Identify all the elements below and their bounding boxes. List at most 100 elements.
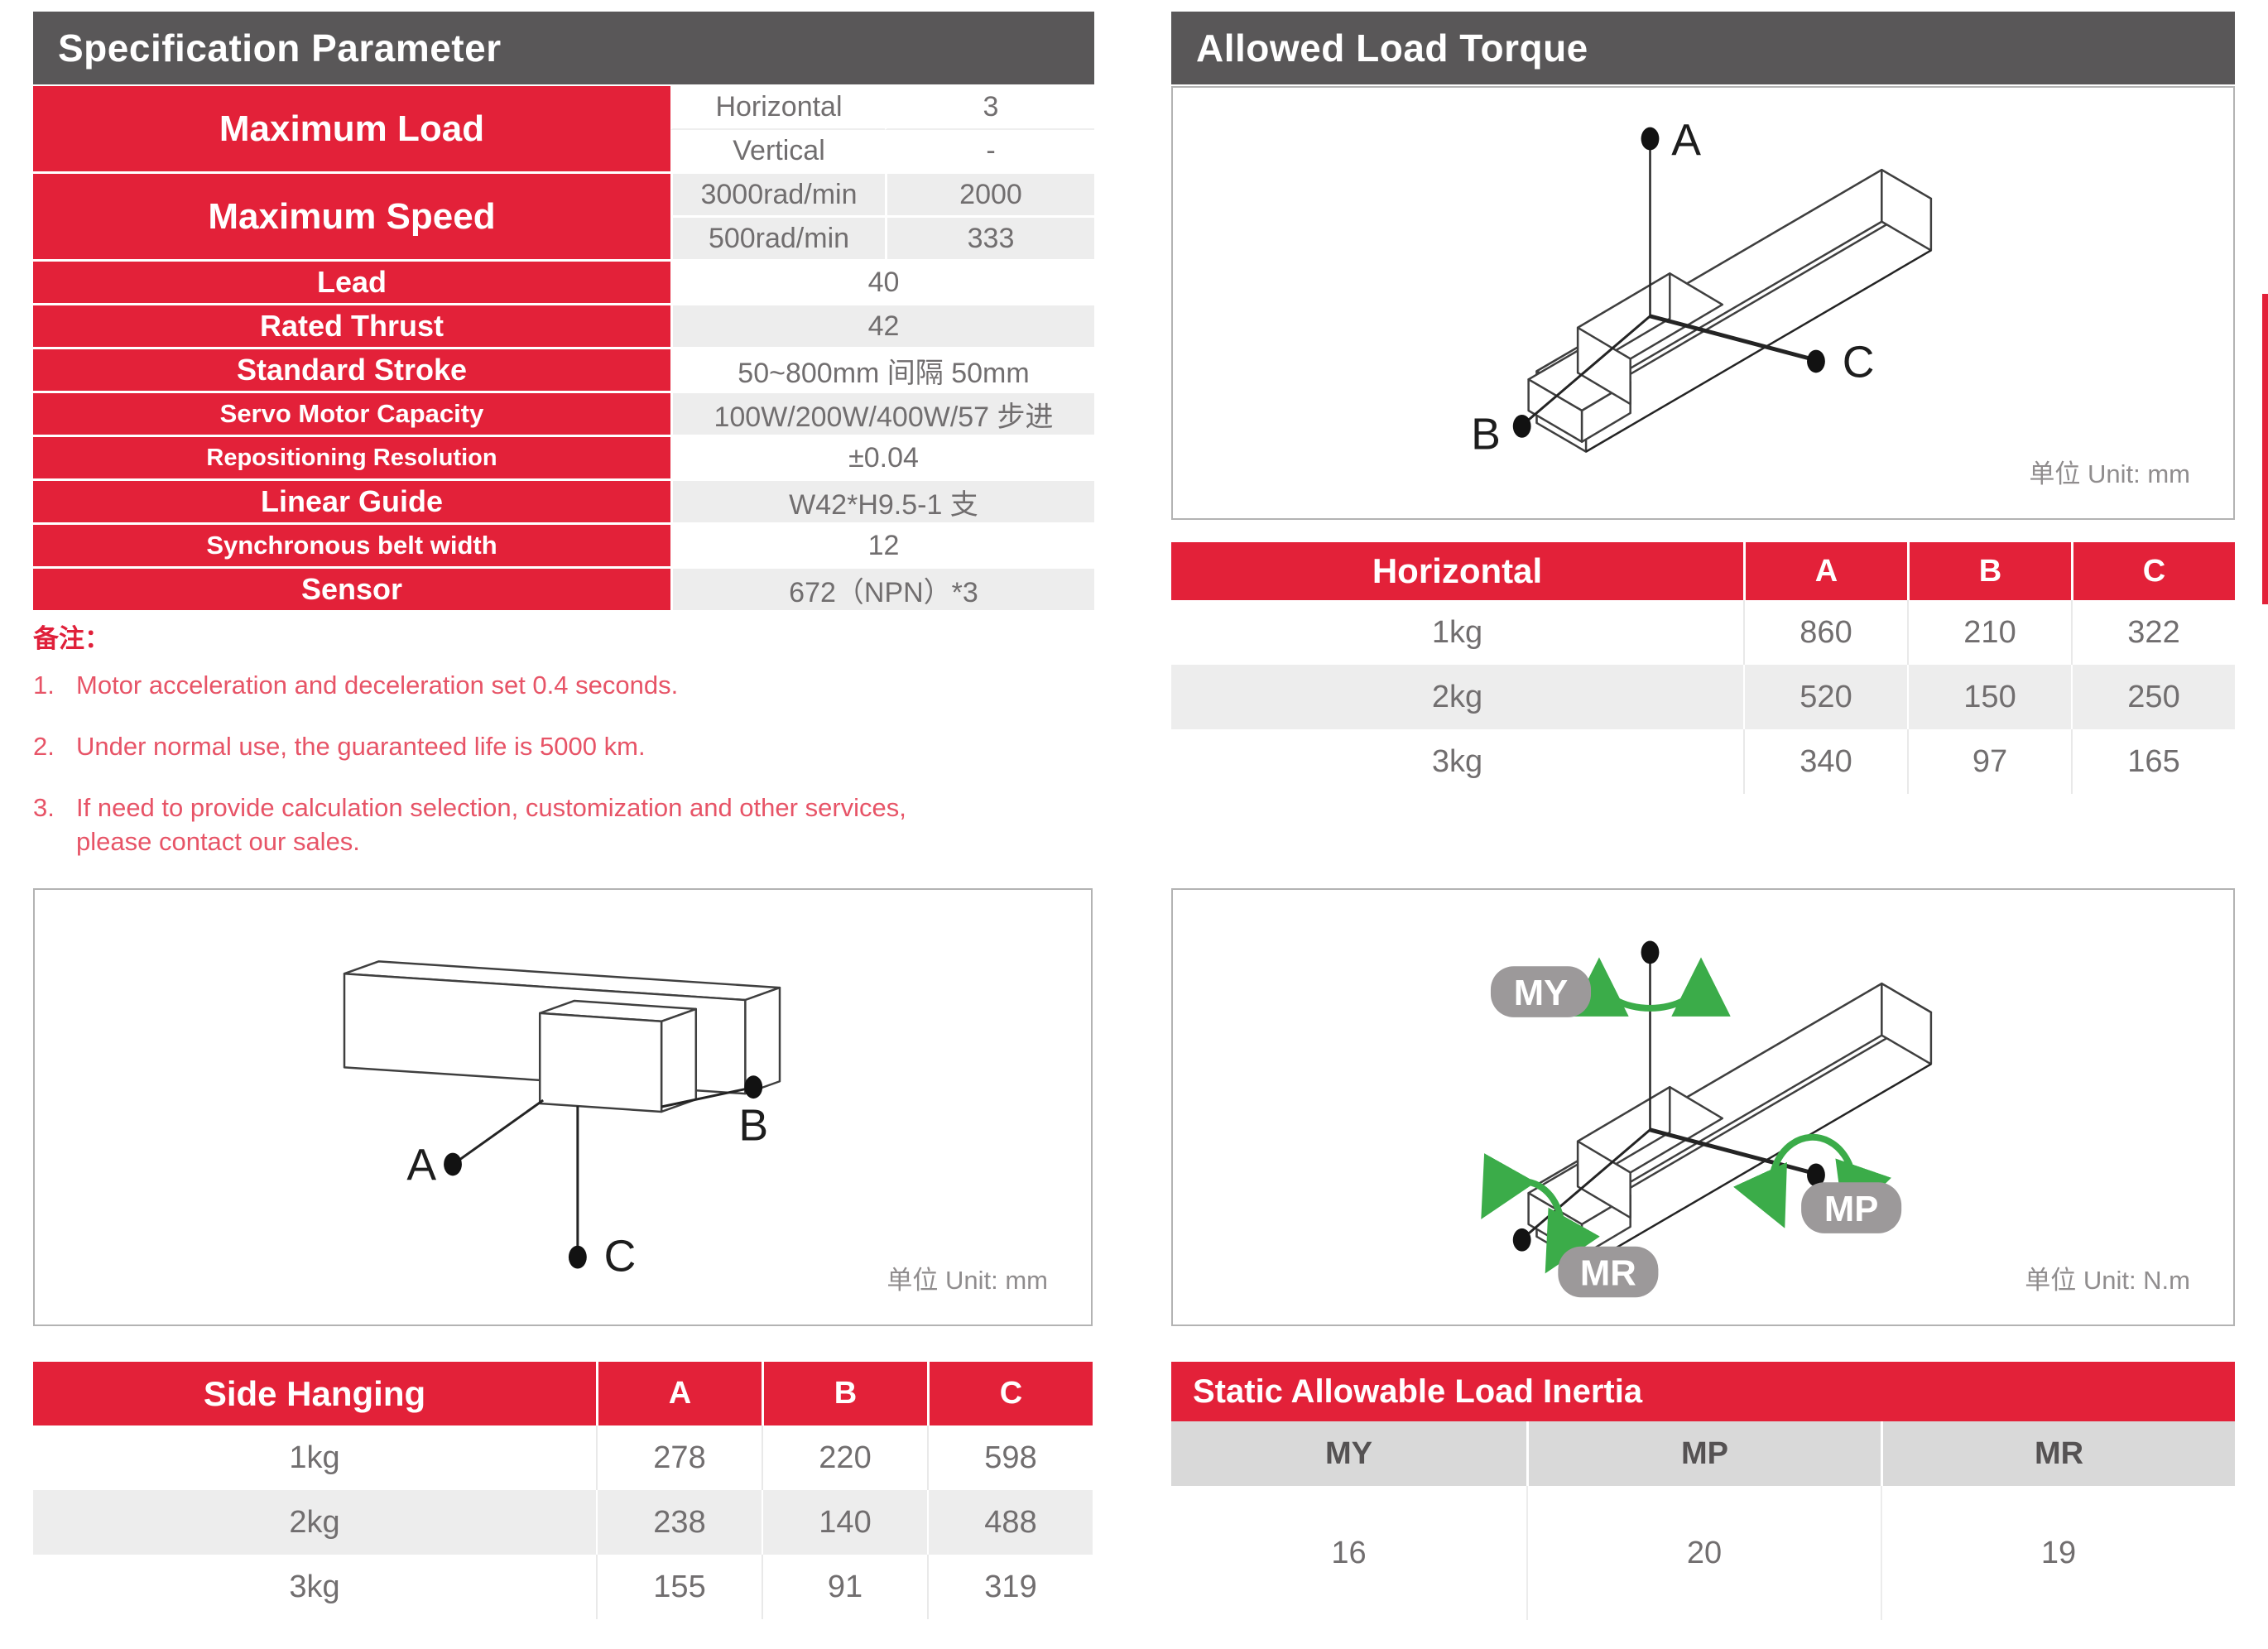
note-item-3: 3. If need to provide calculation select… [33, 791, 1094, 858]
table-title: Horizontal [1372, 551, 1543, 590]
spec-table: Maximum Load Maximum Speed Lead Rated Th… [33, 86, 1094, 613]
table-title: Static Allowable Load Inertia [1171, 1362, 2235, 1421]
spec-panel-title: Specification Parameter [33, 12, 1094, 84]
axis-line-c [1649, 314, 1812, 361]
spec-label-repositioning-resolution: Repositioning Resolution [33, 437, 670, 481]
spec-label-sensor: Sensor [33, 569, 670, 613]
my-badge-label: MY [1514, 973, 1568, 1013]
rotation-arrow-my [1569, 957, 1731, 1017]
note-text: If need to provide calculation selection… [76, 793, 906, 856]
note-text: Motor acceleration and deceleration set … [76, 671, 679, 700]
axis-label-b: B [1471, 410, 1501, 459]
axis-dot-a [444, 1152, 462, 1176]
table-row: 1kg 860 210 322 [1171, 600, 2235, 665]
unit-label: 单位 Unit: N.m [2025, 1266, 2190, 1295]
torque-panel-title: Allowed Load Torque [1171, 12, 2235, 84]
mr-badge-label: MR [1580, 1252, 1636, 1293]
axis-dot-c [1807, 349, 1825, 373]
table-row: 3kg 340 97 165 [1171, 729, 2235, 794]
col-header-a: A [1743, 542, 1907, 600]
axis-label-a: A [406, 1140, 436, 1190]
mp-badge [1801, 1182, 1902, 1233]
spec-value-rated-thrust: 42 [670, 305, 1094, 349]
axis-dot-a [1641, 127, 1660, 151]
spec-value-lead: 40 [670, 262, 1094, 305]
side-hanging-drawing: A B C [343, 960, 781, 1281]
mr-badge [1558, 1246, 1659, 1298]
spec-label-synchronous-belt-width: Synchronous belt width [33, 525, 670, 569]
note-item-2: 2. Under normal use, the guaranteed life… [33, 729, 1094, 763]
col-header-c: C [2071, 542, 2235, 600]
spec-label-servo-motor-capacity: Servo Motor Capacity [33, 393, 670, 437]
spec-label-linear-guide: Linear Guide [33, 481, 670, 525]
spec-value-sensor: 672（NPN）*3 [670, 569, 1094, 613]
unit-label: 单位 Unit: mm [887, 1266, 1048, 1295]
axis-line-a [457, 1099, 545, 1162]
axis-dot-b [1512, 414, 1531, 438]
side-hanging-table: Side Hanging A B C 1kg 278 220 598 2kg 2… [33, 1362, 1093, 1619]
col-header-a: A [596, 1362, 762, 1425]
col-header-mr: MR [1881, 1421, 2235, 1486]
axis-line-b [661, 1087, 747, 1108]
rotation-arrow-mr [1481, 1153, 1600, 1274]
horizontal-table: Horizontal A B C 1kg 860 210 322 2kg 520… [1171, 542, 2235, 794]
table-row: 2kg 238 140 488 [33, 1490, 1093, 1555]
axis-label-b: B [738, 1101, 768, 1151]
axis-label-c: C [1843, 337, 1875, 387]
spec-sub-horizontal: Horizontal [670, 86, 885, 130]
axis-label-c: C [604, 1231, 637, 1281]
spec-value-servo-motor-capacity: 100W/200W/400W/57 步进 [670, 393, 1094, 437]
note-number: 1. [33, 671, 55, 700]
note-item-1: 1. Motor acceleration and deceleration s… [33, 668, 1094, 702]
col-header-b: B [762, 1362, 927, 1425]
table-row: 3kg 155 91 319 [33, 1555, 1093, 1619]
slider-front-face [538, 1012, 663, 1113]
spec-sub-vertical: Vertical [670, 130, 885, 174]
notes-heading: 备注： [33, 624, 110, 653]
unit-label: 单位 Unit: mm [2029, 459, 2190, 488]
note-number: 3. [33, 793, 55, 822]
spec-label-lead: Lead [33, 262, 670, 305]
rotation-arrow-mp [1733, 1133, 1891, 1228]
load-torque-diagram: A B C 单位 Unit: mm [1171, 86, 2235, 520]
torque-direction-diagram: MY MP MR 单位 Unit: N.m [1171, 888, 2235, 1326]
col-header-c: C [927, 1362, 1093, 1425]
col-header-my: MY [1325, 1435, 1372, 1471]
spec-label-standard-stroke: Standard Stroke [33, 349, 670, 393]
torque-direction-drawing: MY MP MR [1481, 940, 1933, 1298]
col-header-mp: MP [1526, 1421, 1881, 1486]
spec-sub-3000rad: 3000rad/min [670, 174, 885, 218]
spec-value-horizontal: 3 [885, 86, 1094, 130]
axis-label-a: A [1671, 115, 1701, 165]
page-edge-marker [2262, 294, 2268, 604]
table-row: 1kg 278 220 598 [33, 1425, 1093, 1490]
side-hanging-diagram: A B C 单位 Unit: mm [33, 888, 1093, 1326]
spec-value-repositioning-resolution: ±0.04 [670, 437, 1094, 481]
note-number: 2. [33, 732, 55, 761]
spec-label-maximum-speed: Maximum Speed [33, 174, 670, 262]
spec-label-maximum-load: Maximum Load [33, 86, 670, 174]
load-torque-drawing: A B C [1471, 115, 1933, 459]
table-title: Side Hanging [203, 1373, 426, 1413]
spec-value-vertical: - [885, 130, 1094, 174]
spec-value-500rad: 333 [885, 218, 1094, 262]
mp-badge-label: MP [1824, 1189, 1878, 1229]
beam-far-face [1881, 168, 1933, 252]
spec-label-rated-thrust: Rated Thrust [33, 305, 670, 349]
beam-bottom-edge [1585, 249, 1932, 453]
my-badge [1490, 966, 1592, 1017]
note-text: Under normal use, the guaranteed life is… [76, 732, 646, 761]
axis-line-b [1526, 315, 1651, 423]
axis-dot-b [744, 1075, 763, 1099]
notes-block: 备注： 1. Motor acceleration and decelerati… [33, 618, 1094, 886]
spec-value-3000rad: 2000 [885, 174, 1094, 218]
beam-far-face [1881, 982, 1933, 1065]
axis-dot-mr [1512, 1228, 1531, 1252]
spec-sub-500rad: 500rad/min [670, 218, 885, 262]
axis-dot-c [568, 1245, 587, 1269]
slider-end-face [660, 1007, 698, 1113]
axis-dot-my [1641, 940, 1660, 964]
table-row: 16 20 19 [1171, 1486, 2235, 1620]
spec-value-linear-guide: W42*H9.5-1 支 [670, 481, 1094, 525]
col-header-b: B [1907, 542, 2071, 600]
